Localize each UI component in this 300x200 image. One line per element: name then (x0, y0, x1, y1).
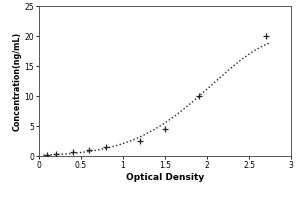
X-axis label: Optical Density: Optical Density (126, 173, 204, 182)
Y-axis label: Concentration(ng/mL): Concentration(ng/mL) (13, 31, 22, 131)
